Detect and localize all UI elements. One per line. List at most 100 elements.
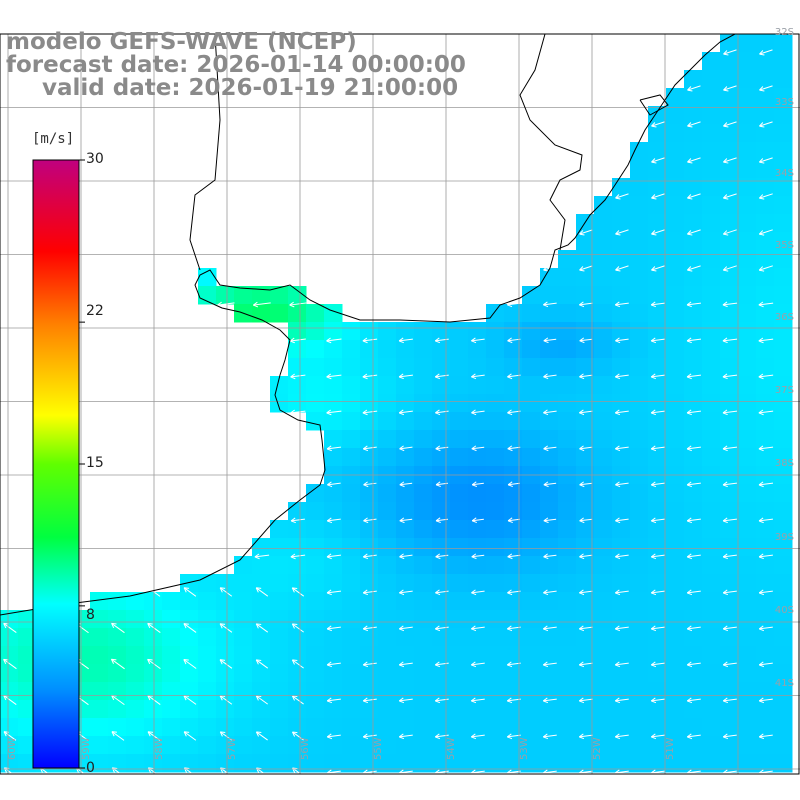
wind-speed-cell	[756, 340, 775, 359]
wind-speed-cell	[702, 340, 721, 359]
wind-speed-cell	[576, 538, 595, 557]
wind-speed-cell	[594, 196, 613, 215]
wind-speed-cell	[702, 520, 721, 539]
wind-speed-cell	[540, 754, 559, 773]
wind-speed-cell	[270, 646, 289, 665]
wind-speed-cell	[342, 358, 361, 377]
wind-arrow	[758, 553, 773, 560]
wind-speed-cell	[738, 322, 757, 341]
wind-speed-cell	[666, 448, 685, 467]
wind-arrow	[326, 661, 341, 668]
wind-speed-cell	[756, 682, 775, 701]
wind-speed-cell	[666, 430, 685, 449]
wind-speed-cell	[360, 610, 379, 629]
wind-arrow	[650, 409, 665, 416]
wind-speed-cell	[738, 376, 757, 395]
wind-speed-cell	[684, 196, 703, 215]
wind-speed-cell	[756, 376, 775, 395]
wind-speed-cell	[774, 124, 793, 143]
wind-arrow	[723, 85, 737, 92]
wind-speed-cell	[738, 628, 757, 647]
wind-speed-cell	[594, 610, 613, 629]
wind-speed-cell	[324, 394, 343, 413]
wind-speed-cell	[648, 412, 667, 431]
wind-speed-cell	[180, 574, 199, 593]
wind-speed-cell	[630, 250, 649, 269]
wind-speed-cell	[396, 736, 415, 755]
wind-speed-cell	[396, 628, 415, 647]
wind-speed-cell	[756, 286, 775, 305]
wind-speed-cell	[360, 358, 379, 377]
wind-speed-cell	[720, 322, 739, 341]
wind-arrow	[615, 517, 629, 524]
wind-speed-cell	[396, 610, 415, 629]
wind-speed-cell	[450, 556, 469, 575]
wind-speed-cell	[450, 664, 469, 683]
wind-arrow	[722, 445, 738, 452]
wind-speed-cell	[522, 664, 541, 683]
wind-speed-cell	[666, 178, 685, 197]
wind-speed-cell	[306, 664, 325, 683]
wind-speed-cell	[738, 736, 757, 755]
wind-speed-cell	[612, 682, 631, 701]
wind-speed-cell	[126, 592, 145, 611]
wind-speed-cell	[144, 718, 163, 737]
wind-arrow	[470, 661, 485, 668]
wind-speed-cell	[774, 448, 793, 467]
wind-speed-cell	[684, 448, 703, 467]
wind-speed-cell	[108, 736, 127, 755]
wind-speed-cell	[648, 214, 667, 233]
wind-speed-cell	[162, 736, 181, 755]
wind-arrow	[651, 121, 665, 128]
wind-speed-cell	[666, 214, 685, 233]
wind-speed-cell	[594, 304, 613, 323]
wind-speed-cell	[612, 700, 631, 719]
wind-speed-cell	[360, 646, 379, 665]
wind-speed-cell	[126, 682, 145, 701]
wind-arrow	[219, 623, 233, 633]
wind-speed-cell	[252, 286, 271, 305]
wind-speed-cell	[630, 574, 649, 593]
wind-speed-cell	[702, 214, 721, 233]
wind-arrow	[650, 517, 665, 524]
wind-speed-cell	[738, 106, 757, 125]
wind-speed-cell	[414, 340, 433, 359]
wind-speed-cell	[612, 358, 631, 377]
wind-arrow	[471, 373, 485, 380]
wind-speed-cell	[594, 718, 613, 737]
wind-speed-cell	[162, 592, 181, 611]
wind-speed-cell	[468, 646, 487, 665]
wind-speed-cell	[576, 700, 595, 719]
wind-speed-cell	[540, 574, 559, 593]
wind-speed-cell	[720, 592, 739, 611]
wind-speed-cell	[648, 196, 667, 215]
wind-speed-cell	[468, 340, 487, 359]
wind-speed-cell	[558, 736, 577, 755]
wind-speed-cell	[774, 196, 793, 215]
wind-speed-cell	[432, 574, 451, 593]
wind-speed-cell	[144, 700, 163, 719]
wind-speed-cell	[684, 502, 703, 521]
wind-speed-cell	[216, 736, 235, 755]
wind-speed-cell	[594, 340, 613, 359]
lat-label: 39S	[774, 532, 794, 543]
wind-arrow	[759, 85, 773, 92]
wind-arrow	[759, 49, 773, 56]
wind-speed-cell	[378, 448, 397, 467]
wind-speed-cell	[648, 160, 667, 179]
wind-speed-cell	[270, 736, 289, 755]
wind-speed-cell	[702, 556, 721, 575]
wind-speed-cell	[540, 592, 559, 611]
wind-speed-cell	[612, 628, 631, 647]
wind-arrow	[614, 373, 629, 380]
wind-speed-cell	[720, 358, 739, 377]
wind-speed-cell	[666, 106, 685, 125]
lat-label: 37S	[774, 385, 794, 396]
wind-speed-cell	[648, 394, 667, 413]
wind-speed-cell	[486, 592, 505, 611]
wind-speed-cell	[684, 754, 703, 773]
wind-speed-cell	[522, 376, 541, 395]
wind-speed-cell	[684, 574, 703, 593]
wind-speed-cell	[720, 52, 739, 71]
wind-speed-cell	[594, 412, 613, 431]
